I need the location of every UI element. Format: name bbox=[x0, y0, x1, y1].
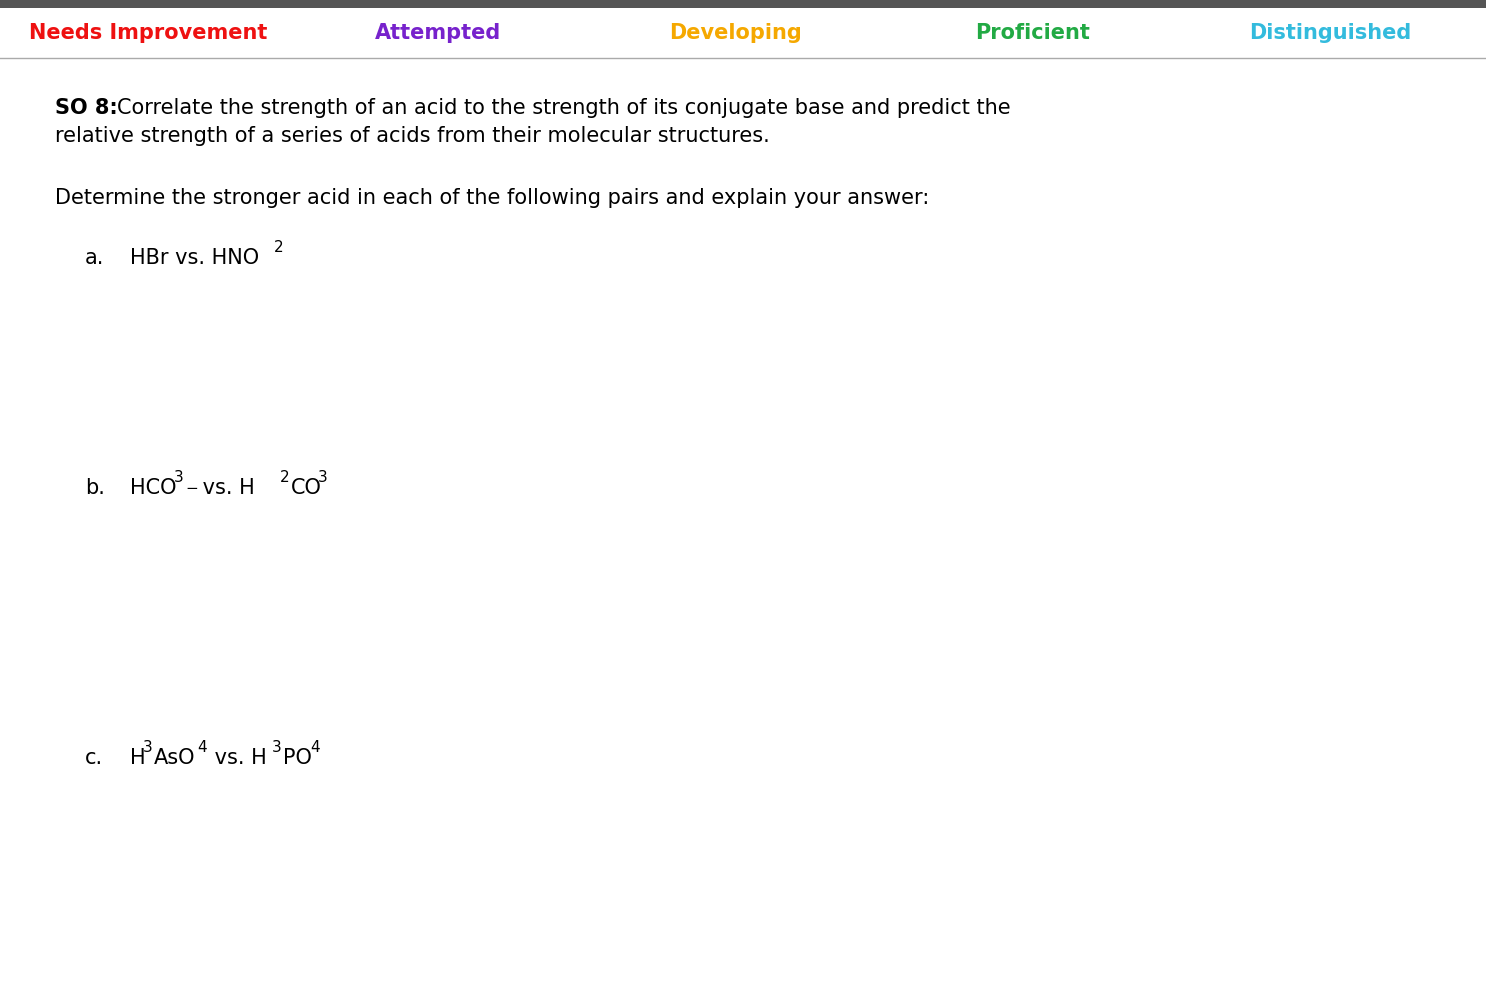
Text: Correlate the strength of an acid to the strength of its conjugate base and pred: Correlate the strength of an acid to the… bbox=[117, 98, 1010, 118]
Text: c.: c. bbox=[85, 748, 103, 768]
Text: 3: 3 bbox=[143, 740, 153, 755]
Text: 3: 3 bbox=[318, 470, 328, 485]
Text: Attempted: Attempted bbox=[376, 23, 501, 43]
Text: 2: 2 bbox=[279, 470, 290, 485]
Text: 4: 4 bbox=[311, 740, 319, 755]
Text: H: H bbox=[129, 748, 146, 768]
Text: PO: PO bbox=[282, 748, 312, 768]
Bar bbox=[0, 8, 1486, 58]
Text: Developing: Developing bbox=[669, 23, 802, 43]
Text: −: − bbox=[184, 481, 198, 496]
Text: CO: CO bbox=[291, 478, 322, 498]
Text: vs. H: vs. H bbox=[208, 748, 267, 768]
Text: 3: 3 bbox=[272, 740, 282, 755]
Bar bbox=[0, 0, 1486, 8]
Text: 3: 3 bbox=[174, 470, 184, 485]
Text: a.: a. bbox=[85, 248, 104, 268]
Text: HBr vs. HNO: HBr vs. HNO bbox=[129, 248, 259, 268]
Text: 2: 2 bbox=[273, 240, 284, 255]
Text: Proficient: Proficient bbox=[975, 23, 1091, 43]
Text: SO 8:: SO 8: bbox=[55, 98, 117, 118]
Text: HCO: HCO bbox=[129, 478, 177, 498]
Text: vs. H: vs. H bbox=[196, 478, 254, 498]
Text: relative strength of a series of acids from their molecular structures.: relative strength of a series of acids f… bbox=[55, 126, 770, 146]
Text: AsO: AsO bbox=[155, 748, 196, 768]
Text: b.: b. bbox=[85, 478, 106, 498]
Text: Needs Improvement: Needs Improvement bbox=[30, 23, 267, 43]
Text: Distinguished: Distinguished bbox=[1248, 23, 1412, 43]
Text: 4: 4 bbox=[198, 740, 207, 755]
Text: Determine the stronger acid in each of the following pairs and explain your answ: Determine the stronger acid in each of t… bbox=[55, 188, 929, 208]
